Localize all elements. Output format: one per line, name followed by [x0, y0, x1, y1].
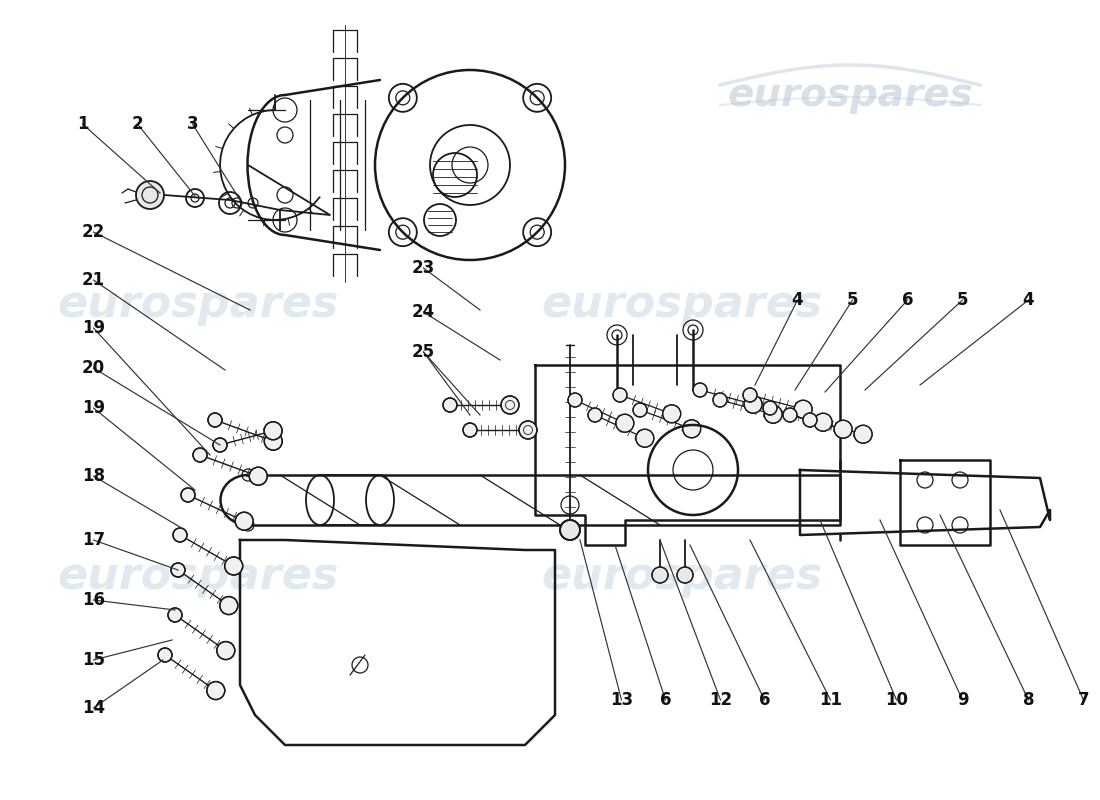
Text: 10: 10	[886, 691, 907, 709]
Circle shape	[783, 408, 798, 422]
Circle shape	[235, 512, 253, 530]
Text: 22: 22	[81, 223, 106, 241]
Circle shape	[744, 395, 762, 414]
Circle shape	[588, 408, 602, 422]
Text: 18: 18	[82, 467, 104, 485]
Text: eurospares: eurospares	[541, 282, 823, 326]
Text: 13: 13	[609, 691, 634, 709]
Circle shape	[500, 396, 519, 414]
Circle shape	[207, 682, 224, 699]
Circle shape	[224, 557, 243, 575]
Circle shape	[250, 467, 267, 486]
Circle shape	[794, 400, 812, 418]
Text: 8: 8	[1023, 691, 1034, 709]
Text: 6: 6	[902, 291, 913, 309]
Text: 19: 19	[81, 319, 106, 337]
Text: 9: 9	[957, 691, 968, 709]
Text: 11: 11	[820, 691, 842, 709]
Circle shape	[264, 422, 282, 440]
Circle shape	[814, 414, 832, 431]
Circle shape	[208, 413, 222, 427]
Text: 17: 17	[81, 531, 106, 549]
Circle shape	[568, 393, 582, 407]
Text: 5: 5	[847, 291, 858, 309]
Polygon shape	[800, 470, 1050, 535]
Circle shape	[764, 406, 782, 423]
Circle shape	[613, 388, 627, 402]
Polygon shape	[248, 475, 840, 525]
Circle shape	[220, 597, 238, 614]
Text: 5: 5	[957, 291, 968, 309]
Circle shape	[632, 403, 647, 417]
Circle shape	[192, 448, 207, 462]
Text: 1: 1	[77, 115, 88, 133]
Text: 15: 15	[82, 651, 104, 669]
Circle shape	[662, 405, 681, 423]
Circle shape	[763, 401, 777, 415]
Text: 19: 19	[81, 399, 106, 417]
Polygon shape	[900, 460, 990, 545]
Polygon shape	[535, 365, 840, 545]
Circle shape	[636, 430, 653, 447]
Text: eurospares: eurospares	[541, 554, 823, 598]
Circle shape	[217, 642, 234, 659]
Circle shape	[676, 567, 693, 583]
Text: 4: 4	[792, 291, 803, 309]
Text: 6: 6	[759, 691, 770, 709]
Circle shape	[170, 563, 185, 577]
Text: 14: 14	[81, 699, 106, 717]
Circle shape	[264, 432, 283, 450]
Circle shape	[168, 608, 182, 622]
Circle shape	[173, 528, 187, 542]
Circle shape	[803, 413, 817, 427]
Circle shape	[136, 181, 164, 209]
Circle shape	[834, 420, 852, 438]
Circle shape	[443, 398, 456, 412]
Circle shape	[519, 421, 537, 439]
Circle shape	[854, 426, 872, 443]
Circle shape	[713, 393, 727, 407]
Text: 7: 7	[1078, 691, 1089, 709]
Text: 6: 6	[660, 691, 671, 709]
Text: 12: 12	[708, 691, 733, 709]
Text: 16: 16	[82, 591, 104, 609]
Text: eurospares: eurospares	[57, 282, 339, 326]
Text: 3: 3	[187, 115, 198, 133]
Text: 24: 24	[411, 303, 436, 321]
Circle shape	[683, 420, 701, 438]
Circle shape	[652, 567, 668, 583]
Text: 25: 25	[411, 343, 436, 361]
Circle shape	[182, 488, 195, 502]
Text: 4: 4	[1023, 291, 1034, 309]
Text: 23: 23	[411, 259, 436, 277]
Circle shape	[158, 648, 172, 662]
Polygon shape	[240, 540, 556, 745]
Circle shape	[463, 423, 477, 437]
Text: 2: 2	[132, 115, 143, 133]
Text: 21: 21	[81, 271, 106, 289]
Text: eurospares: eurospares	[57, 554, 339, 598]
Circle shape	[560, 520, 580, 540]
Circle shape	[742, 388, 757, 402]
Circle shape	[616, 414, 634, 432]
Circle shape	[693, 383, 707, 397]
Text: eurospares: eurospares	[727, 76, 972, 114]
Text: 20: 20	[81, 359, 106, 377]
Circle shape	[213, 438, 227, 452]
